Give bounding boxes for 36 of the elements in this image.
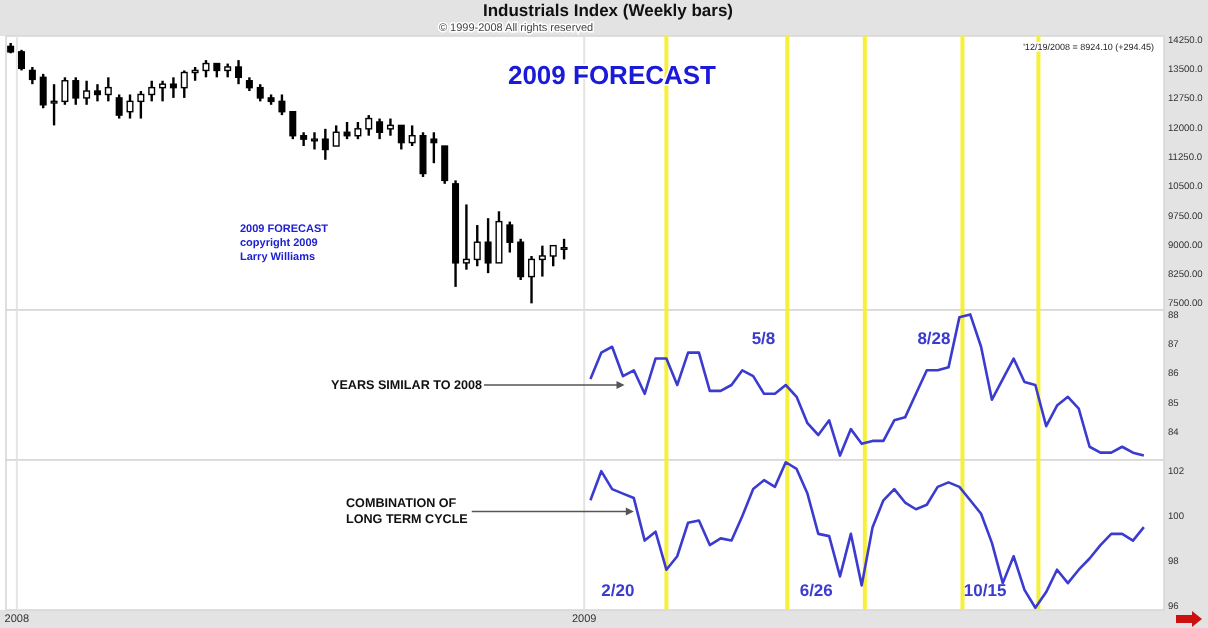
ref-line-label: 5/8 (751, 328, 776, 348)
candlestick (473, 223, 481, 268)
candlestick (235, 58, 243, 86)
candlestick (408, 124, 416, 148)
candlestick (538, 244, 546, 278)
ref-line-label: 2/20 (601, 580, 635, 600)
candlestick (148, 79, 156, 103)
candlestick (169, 76, 177, 100)
ref-line-label: 8/28 (917, 328, 952, 348)
candlestick (180, 69, 188, 100)
candlestick (517, 237, 525, 282)
candlestick (365, 113, 373, 137)
candlestick (289, 110, 297, 141)
candlestick (115, 93, 123, 120)
candlestick (441, 144, 449, 186)
candlestick (104, 76, 112, 103)
candlestick (39, 72, 47, 110)
line-series (589, 460, 1146, 610)
candlestick (18, 48, 25, 72)
candlestick (72, 76, 80, 106)
ref-line-label: 6/26 (799, 580, 834, 600)
candlestick (332, 124, 340, 148)
candlestick (506, 220, 514, 254)
candlestick (159, 79, 167, 103)
chart-title: Industrials Index (Weekly bars) (482, 0, 734, 20)
candlestick (560, 237, 568, 261)
candlestick (83, 79, 91, 106)
candlestick (376, 117, 384, 141)
candlestick (310, 131, 318, 151)
candlestick (462, 203, 470, 271)
ref-line-label: 10/15 (963, 580, 1007, 600)
line-series (589, 313, 1146, 457)
candlestick (528, 254, 536, 305)
candlestick (321, 127, 329, 161)
candlestick (397, 124, 405, 151)
candlestick (549, 244, 557, 268)
